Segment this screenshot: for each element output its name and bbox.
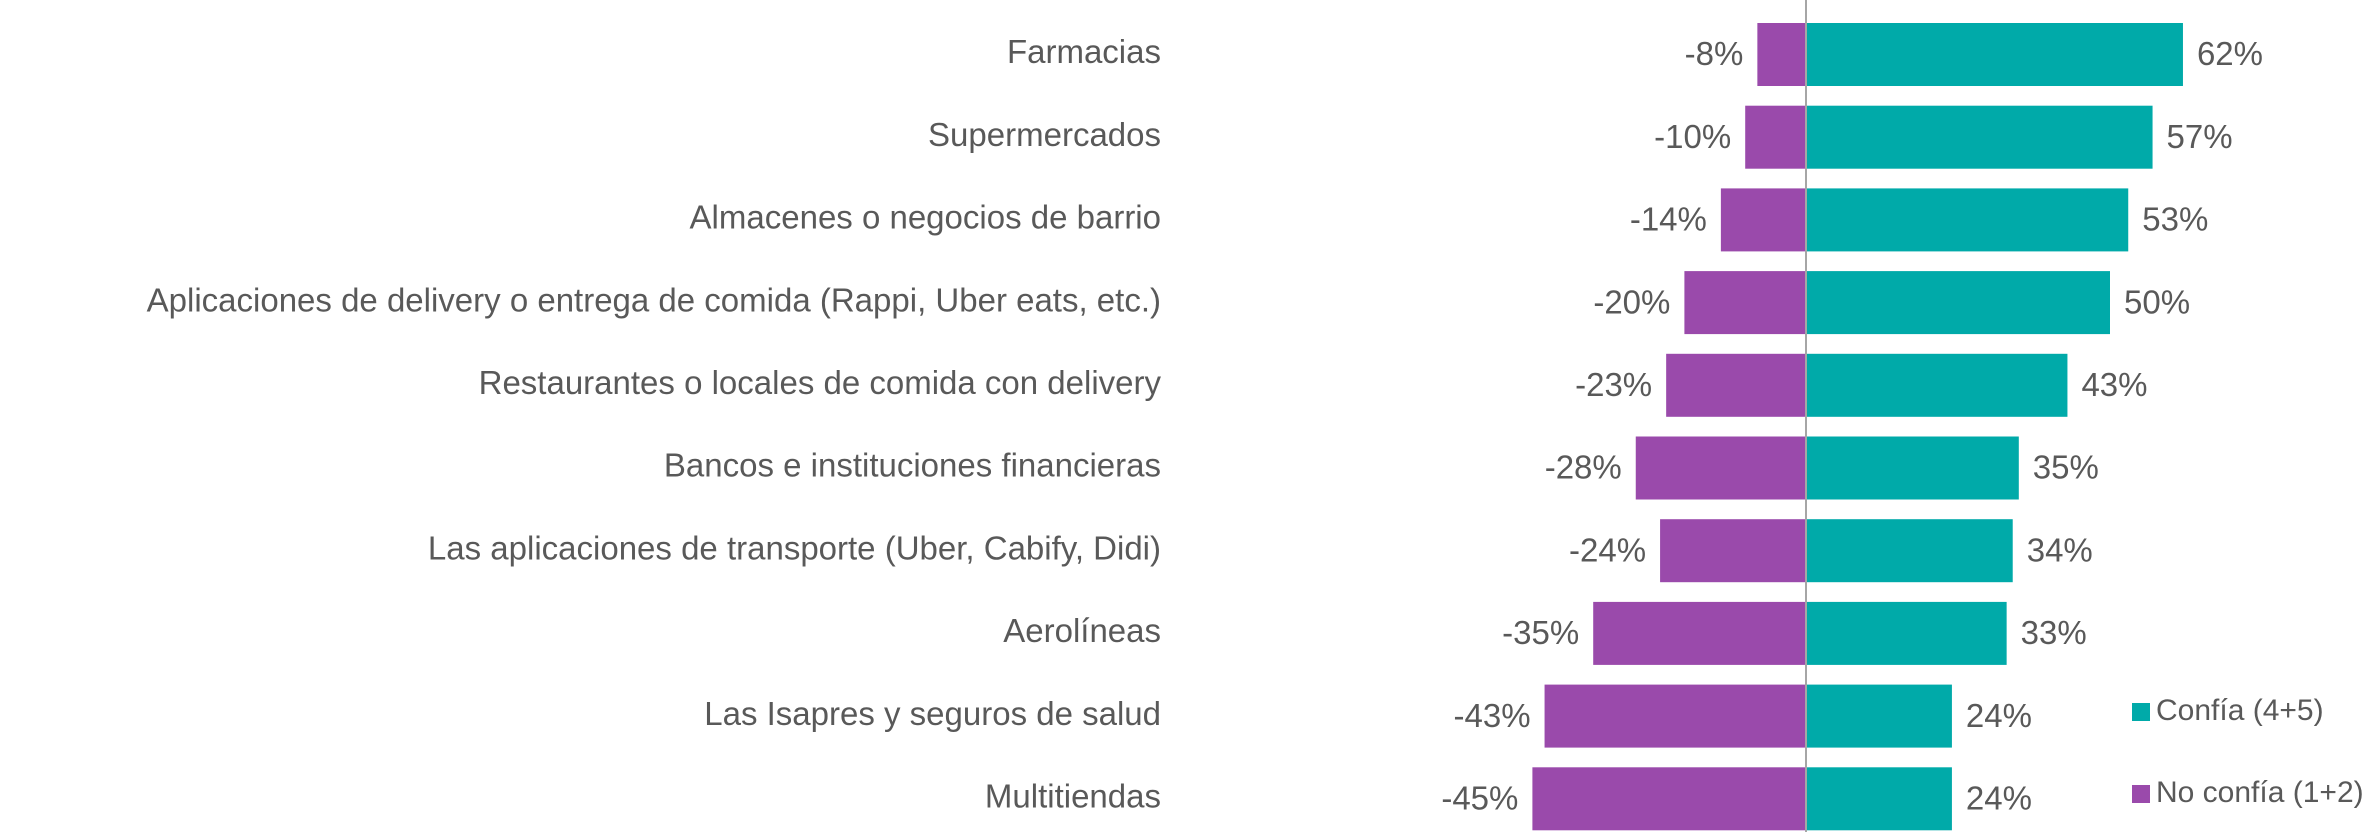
legend-swatch (2132, 785, 2150, 803)
bar (1544, 684, 1806, 748)
bar (1806, 684, 1952, 748)
bar (1757, 23, 1806, 86)
value-label: 24% (1966, 780, 2032, 817)
legend-label: Confía (4+5) (2156, 694, 2324, 727)
bar (1806, 353, 2068, 417)
bar (1806, 271, 2110, 335)
bar (1532, 767, 1806, 831)
value-label: -14% (1630, 201, 1707, 238)
bar (1806, 601, 2007, 665)
value-label: 57% (2167, 118, 2233, 155)
category-label: Almacenes o negocios de barrio (690, 199, 1161, 236)
value-label: -24% (1569, 531, 1646, 568)
category-label: Supermercados (928, 116, 1161, 153)
category-label: Bancos e instituciones financieras (664, 447, 1161, 484)
legend-label: No confía (1+2) (2156, 776, 2364, 809)
value-label: -43% (1454, 697, 1531, 734)
category-label: Las aplicaciones de transporte (Uber, Ca… (428, 529, 1161, 566)
value-label: -45% (1441, 780, 1518, 817)
bar (1635, 436, 1806, 500)
value-label: -28% (1545, 449, 1622, 486)
value-label: 62% (2197, 35, 2263, 72)
bar (1720, 188, 1806, 252)
value-label: 53% (2142, 201, 2208, 238)
bar (1660, 519, 1806, 583)
value-label: -35% (1502, 614, 1579, 651)
category-label: Las Isapres y seguros de salud (704, 695, 1161, 732)
bar (1806, 23, 2183, 86)
bar (1806, 436, 2019, 500)
value-label: 24% (1966, 697, 2032, 734)
bar (1666, 353, 1806, 417)
bar (1806, 105, 2153, 169)
category-label: Multitiendas (985, 778, 1161, 815)
category-label: Restaurantes o locales de comida con del… (479, 364, 1162, 401)
category-label: Farmacias (1007, 33, 1161, 70)
value-label: -10% (1654, 118, 1731, 155)
bar (1806, 767, 1952, 831)
category-label: Aerolíneas (1003, 612, 1161, 649)
value-label: -23% (1575, 366, 1652, 403)
value-label: -20% (1593, 283, 1670, 320)
legend-swatch (2132, 703, 2150, 721)
bar (1806, 188, 2129, 252)
bar (1806, 519, 2013, 583)
bar (1593, 601, 1806, 665)
value-label: 50% (2124, 283, 2190, 320)
category-label: Aplicaciones de delivery o entrega de co… (147, 281, 1161, 318)
value-label: 35% (2033, 449, 2099, 486)
value-label: 43% (2081, 366, 2147, 403)
value-label: 34% (2027, 531, 2093, 568)
value-label: -8% (1685, 35, 1744, 72)
bar (1684, 271, 1806, 335)
bar (1745, 105, 1806, 169)
value-label: 33% (2021, 614, 2087, 651)
